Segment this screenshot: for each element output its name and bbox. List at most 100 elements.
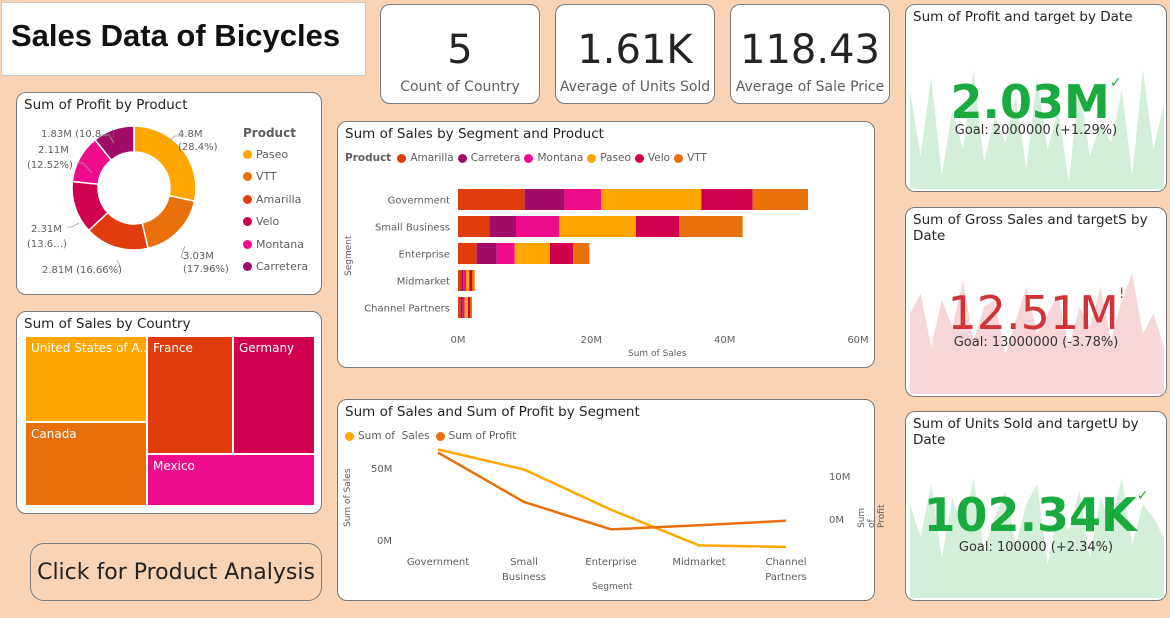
treemap-tile-mexico[interactable]: Mexico (147, 454, 315, 506)
donut-slice-carretera[interactable] (93, 125, 135, 162)
legend-dot (243, 149, 252, 159)
visual-title: Sum of Sales by Segment and Product (345, 126, 604, 142)
bar-segment-montana[interactable] (516, 216, 560, 237)
legend-dot (435, 431, 445, 441)
visual-title: Sum of Profit by Product (24, 97, 188, 113)
bar-segment-montana[interactable] (463, 270, 466, 291)
bar-segment-paseo[interactable] (466, 270, 470, 291)
goal-card-gross-sales[interactable]: Sum of Gross Sales and targetS by Date 1… (905, 207, 1167, 397)
legend-title: Product (243, 126, 296, 140)
goal-card-units-sold[interactable]: Sum of Units Sold and targetU by Date 10… (905, 411, 1167, 601)
bar-segment-amarilla[interactable] (458, 270, 462, 291)
slice-label-montana-value: 2.11M (38, 145, 69, 156)
visual-title: Sum of Profit and target by Date (913, 9, 1133, 25)
bar-segment-paseo[interactable] (464, 297, 468, 318)
visual-title: Sum of Units Sold and targetU by Date (913, 416, 1139, 448)
legend-label[interactable]: Paseo (600, 152, 631, 164)
legend-item-velo[interactable]: Velo (243, 211, 308, 234)
slice-label-velo-value: 2.31M (31, 224, 62, 235)
bar-segment-vtt[interactable] (470, 297, 472, 318)
goal-area-chart (910, 70, 1164, 189)
kpi-value: 1.61K (577, 27, 693, 73)
bar-segment-velo[interactable] (701, 189, 753, 210)
legend-item-carretera[interactable]: Carretera (243, 256, 308, 279)
bar-segment-carretera[interactable] (460, 297, 463, 318)
goal-card-profit[interactable]: Sum of Profit and target by Date 2.03M✓ … (905, 4, 1167, 192)
bar-segment-amarilla[interactable] (458, 297, 461, 318)
legend-label[interactable]: Carretera (470, 152, 521, 164)
goal-trend-area (910, 273, 1164, 394)
bar-segment-paseo[interactable] (601, 189, 702, 210)
left-axis-title: Sum of Sales (343, 468, 353, 527)
bar-segment-velo[interactable] (469, 270, 472, 291)
bar-segment-velo[interactable] (468, 297, 470, 318)
bar-segment-amarilla[interactable] (458, 189, 525, 210)
x-axis-title: Sum of Sales (628, 349, 687, 359)
legend-label: VTT (256, 170, 277, 184)
legend-label[interactable]: Velo (647, 152, 671, 164)
profit-by-product-visual[interactable]: Sum of Profit by Product 4.8M (28.4%) 3.… (16, 92, 322, 295)
bar-segment-montana[interactable] (564, 189, 602, 210)
bar-segment-carretera[interactable] (476, 243, 497, 264)
legend-label[interactable]: Sum of Profit (448, 430, 517, 442)
product-analysis-button[interactable]: Click for Product Analysis (30, 543, 322, 601)
legend-dot (674, 153, 684, 163)
legend-dot (243, 194, 252, 204)
legend-item-montana[interactable]: Montana (243, 233, 308, 256)
goal-area-chart (910, 477, 1164, 598)
goal-trend-area (910, 477, 1164, 598)
bar-segment-amarilla[interactable] (458, 243, 477, 264)
x-tick-label: 20M (581, 335, 602, 346)
goal-value: 2.03M✓ (950, 75, 1122, 129)
legend-label[interactable]: Sum of Sales (358, 430, 430, 442)
x-axis-title: Segment (592, 582, 633, 592)
treemap-tile-usa[interactable]: United States of A... (25, 336, 147, 422)
legend-item-amarilla[interactable]: Amarilla (243, 188, 308, 211)
kpi-card-count-country[interactable]: 5 Count of Country (380, 4, 540, 104)
legend-item-paseo[interactable]: Paseo (243, 143, 308, 166)
bar-segment-carretera[interactable] (524, 189, 565, 210)
legend-label: Paseo (256, 147, 289, 161)
bar-segment-montana[interactable] (462, 297, 465, 318)
goal-text: Goal: 2000000 (+1.29%) (954, 123, 1118, 138)
bar-segment-paseo[interactable] (559, 216, 636, 237)
legend-label[interactable]: Amarilla (410, 152, 454, 164)
legend-label[interactable]: VTT (687, 152, 707, 164)
legend-label: Velo (256, 215, 280, 229)
bar-segment-montana[interactable] (496, 243, 515, 264)
visual-title: Sum of Sales and Sum of Profit by Segmen… (345, 404, 640, 420)
treemap-tile-france[interactable]: France (147, 336, 233, 454)
legend-item-vtt[interactable]: VTT (243, 166, 308, 189)
bar-segment-vtt[interactable] (573, 243, 590, 264)
bar-segment-vtt[interactable] (752, 189, 808, 210)
treemap-tile-germany[interactable]: Germany (233, 336, 315, 454)
sales-by-segment-product-visual[interactable]: Sum of Sales by Segment and Product Prod… (337, 121, 875, 368)
line-series-profit[interactable] (437, 451, 787, 531)
donut-slice-vtt[interactable] (141, 194, 196, 250)
goal-trend-area (910, 70, 1164, 189)
treemap-tile-canada[interactable]: Canada (25, 422, 147, 506)
line-series-sales[interactable] (437, 448, 787, 549)
x-tick-label: Business (502, 572, 546, 583)
kpi-card-avg-units[interactable]: 1.61K Average of Units Sold (555, 4, 715, 104)
bar-segment-carretera[interactable] (461, 270, 464, 291)
bar-segment-carretera[interactable] (489, 216, 516, 237)
left-tick: 50M (371, 464, 393, 475)
goal-text: Goal: 100000 (+2.34%) (958, 540, 1114, 555)
bar-segment-paseo[interactable] (514, 243, 550, 264)
right-tick: 10M (829, 472, 851, 483)
check-icon: ✓ (1109, 75, 1122, 91)
bar-segment-velo[interactable] (636, 216, 680, 237)
donut-chart (67, 125, 197, 269)
kpi-card-avg-price[interactable]: 118.43 Average of Sale Price (730, 4, 890, 104)
bar-segment-vtt[interactable] (679, 216, 743, 237)
bar-segment-vtt[interactable] (472, 270, 475, 291)
sales-by-country-visual[interactable]: Sum of Sales by Country United States of… (16, 311, 322, 514)
slice-label-paseo-value: 4.8M (178, 129, 203, 140)
bar-segment-velo[interactable] (550, 243, 574, 264)
legend-dot (524, 153, 534, 163)
sales-profit-by-segment-visual[interactable]: Sum of Sales and Sum of Profit by Segmen… (337, 399, 887, 601)
legend-label[interactable]: Montana (537, 152, 584, 164)
bar-segment-amarilla[interactable] (458, 216, 490, 237)
legend-label: Carretera (256, 260, 309, 274)
